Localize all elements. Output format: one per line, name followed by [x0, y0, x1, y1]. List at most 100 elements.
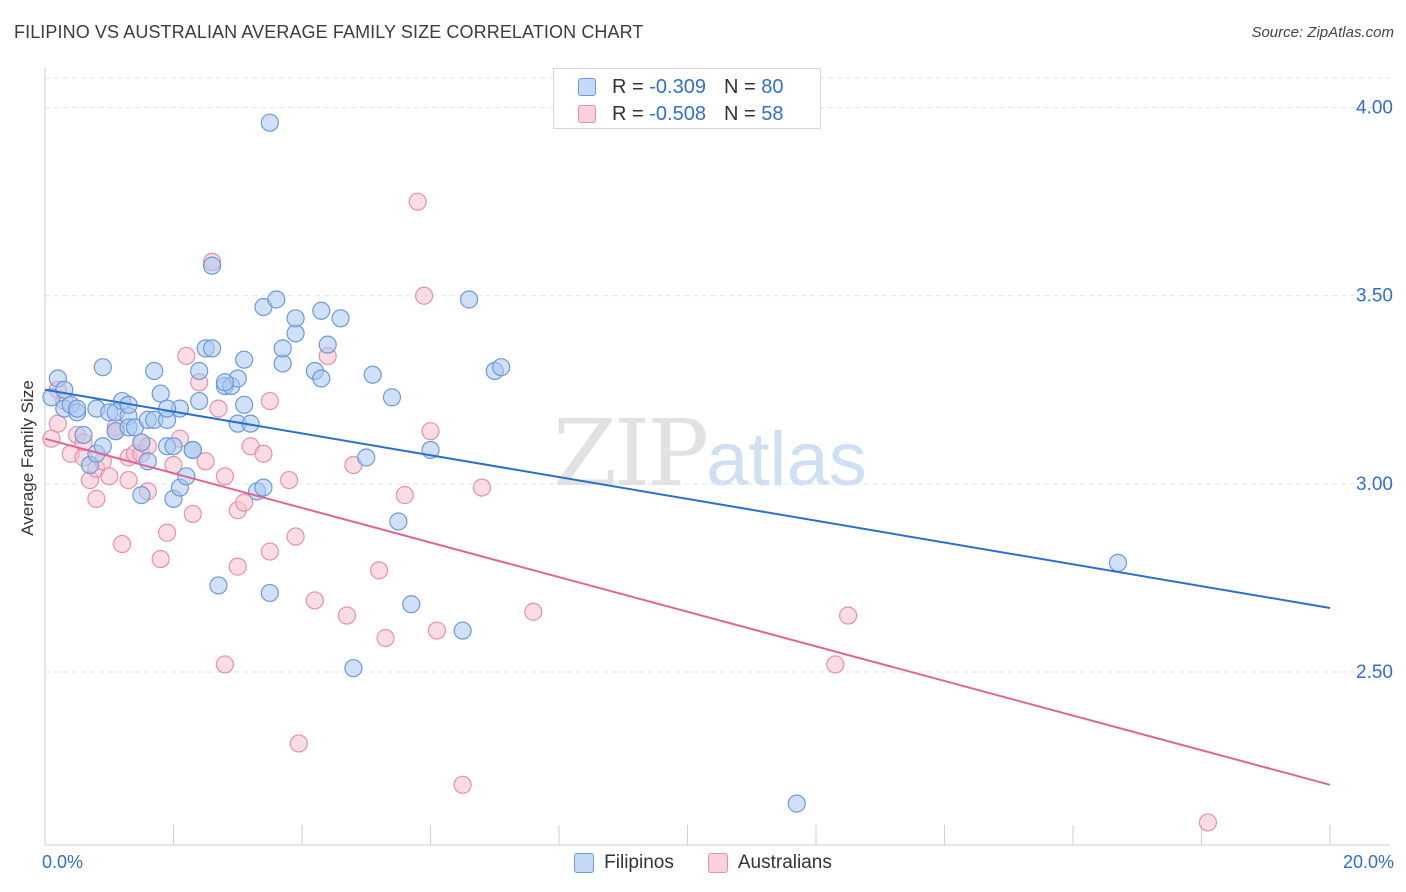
r-label: R =: [612, 75, 644, 98]
australians-point: [472, 478, 491, 497]
australians-swatch: [578, 105, 596, 123]
australians-point: [280, 470, 299, 490]
australians-trend-line: [44, 437, 1331, 786]
filipinos-point: [331, 309, 350, 328]
filipinos-point: [132, 486, 151, 505]
australians-point: [196, 452, 215, 471]
n-value: 80: [761, 75, 784, 98]
r-value: -0.508: [649, 102, 706, 125]
watermark-atlas: atlas: [706, 417, 867, 502]
australians-point: [337, 606, 357, 625]
filipinos-point: [235, 395, 254, 414]
correlation-legend: R = -0.309 N = 80 R = -0.508 N = 58: [553, 68, 821, 129]
filipinos-swatch: [578, 78, 596, 96]
australians-point: [376, 628, 395, 648]
legend-item-australians[interactable]: Australians: [707, 852, 832, 874]
n-label: N =: [723, 75, 756, 98]
australians-point: [370, 561, 389, 580]
australians-point: [87, 489, 106, 508]
filipinos-point: [68, 399, 87, 418]
australians-point: [254, 444, 273, 463]
filipinos-point: [151, 384, 170, 403]
filipinos-point: [273, 339, 292, 358]
n-value: 58: [761, 102, 784, 125]
australians-point: [260, 542, 279, 561]
australians-point: [42, 429, 61, 448]
australians-point: [177, 346, 196, 366]
filipinos-point: [164, 437, 183, 456]
filipinos-point: [382, 388, 402, 407]
y-tick-label: 3.00: [1356, 474, 1393, 495]
australians-legend-swatch: [707, 853, 728, 873]
filipinos-point: [202, 339, 222, 358]
australians-point: [826, 655, 845, 674]
australians-point: [209, 399, 228, 418]
filipinos-trend-line: [44, 388, 1331, 609]
australians-point: [215, 655, 234, 674]
australians-point: [453, 775, 472, 794]
filipinos-point: [267, 290, 286, 309]
filipinos-point: [132, 433, 151, 452]
filipinos-point: [344, 659, 363, 678]
filipinos-point: [93, 358, 112, 377]
australians-point: [421, 422, 440, 441]
australians-point: [260, 391, 279, 411]
filipinos-point: [55, 380, 74, 399]
filipinos-point: [235, 350, 254, 369]
australians-point: [305, 591, 324, 610]
australians-point: [100, 467, 119, 486]
legend-row-filipinos: R = -0.309 N = 80: [578, 76, 783, 98]
filipinos-point: [402, 595, 421, 614]
filipinos-point: [260, 583, 279, 603]
australians-point: [228, 557, 247, 576]
filipinos-point: [190, 361, 209, 381]
filipinos-point: [389, 512, 408, 531]
australians-point: [1198, 813, 1218, 832]
australians-point: [414, 286, 434, 305]
legend-label-australians: Australians: [737, 852, 832, 873]
australians-point: [235, 493, 254, 512]
filipinos-point: [215, 373, 234, 392]
australians-point: [48, 414, 67, 433]
y-tick-label: 2.50: [1356, 662, 1393, 683]
filipinos-point: [787, 794, 806, 813]
legend-row-australians: R = -0.508 N = 58: [578, 103, 783, 125]
r-value: -0.309: [649, 75, 706, 98]
filipinos-point: [254, 478, 273, 497]
filipinos-point: [312, 369, 331, 388]
x-tick-label-min: 0.0%: [42, 852, 84, 872]
filipinos-point: [318, 335, 337, 354]
australians-point: [839, 606, 858, 625]
y-tick-label: 4.00: [1356, 98, 1393, 119]
filipinos-point: [190, 391, 209, 411]
filipinos-point: [145, 361, 164, 381]
filipinos-point: [209, 576, 228, 595]
filipinos-point: [260, 113, 279, 132]
filipinos-point: [286, 309, 305, 328]
filipinos-point: [202, 256, 222, 275]
filipinos-point: [312, 301, 331, 320]
australians-point: [286, 527, 305, 546]
filipinos-point: [453, 621, 472, 640]
source-credit: Source: ZipAtlas.com: [1251, 24, 1394, 41]
australians-point: [157, 523, 177, 542]
r-label: R =: [612, 102, 644, 125]
y-tick-label: 3.50: [1356, 286, 1393, 307]
australians-point: [112, 534, 132, 554]
series-legend: Filipinos Australians: [0, 852, 1406, 874]
australians-point: [289, 734, 308, 753]
filipinos-point: [1108, 553, 1128, 572]
australians-point: [183, 504, 202, 524]
australians-point: [119, 470, 138, 490]
filipinos-point: [492, 358, 511, 377]
legend-label-filipinos: Filipinos: [604, 852, 674, 873]
australians-point: [524, 602, 543, 621]
australians-point: [408, 192, 427, 211]
filipinos-point: [459, 290, 479, 309]
filipinos-point: [357, 448, 376, 467]
australians-point: [427, 621, 447, 640]
filipinos-point: [74, 425, 93, 445]
legend-item-filipinos[interactable]: Filipinos: [574, 852, 674, 874]
chart-title: FILIPINO VS AUSTRALIAN AVERAGE FAMILY SI…: [14, 22, 644, 42]
